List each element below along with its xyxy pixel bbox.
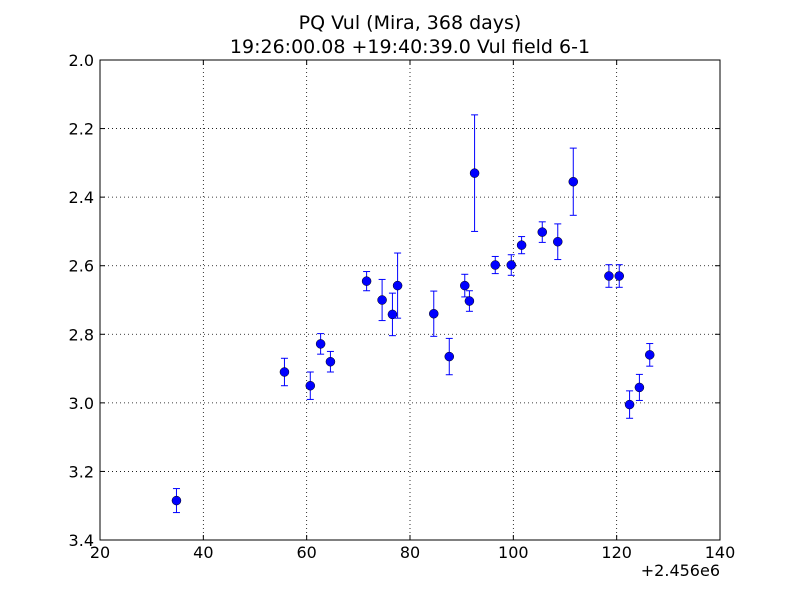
data-point bbox=[604, 271, 614, 281]
chart-title: PQ Vul (Mira, 368 days) bbox=[299, 12, 522, 34]
data-point bbox=[279, 367, 290, 377]
y-tick-label: 2.0 bbox=[69, 51, 94, 70]
grid-lines bbox=[100, 60, 720, 540]
data-point bbox=[624, 399, 635, 410]
data-point bbox=[377, 295, 387, 305]
data-point bbox=[444, 351, 455, 362]
y-tick-label: 2.8 bbox=[69, 325, 94, 344]
y-tick-label: 2.4 bbox=[69, 188, 94, 207]
x-tick-label: 120 bbox=[601, 543, 632, 562]
y-tick-label: 3.0 bbox=[69, 394, 94, 413]
data-point bbox=[315, 339, 326, 349]
y-tick-label: 3.4 bbox=[69, 531, 94, 550]
x-tick-label: 80 bbox=[400, 543, 420, 562]
data-point bbox=[537, 227, 548, 237]
data-point bbox=[305, 380, 316, 391]
data-point bbox=[614, 271, 624, 281]
data-point bbox=[464, 296, 475, 306]
chart-subtitle: 19:26:00.08 +19:40:39.0 Vul field 6-1 bbox=[230, 36, 590, 58]
data-point bbox=[460, 280, 470, 291]
data-point bbox=[361, 276, 372, 286]
x-tick-label: 60 bbox=[296, 543, 316, 562]
data-point bbox=[553, 236, 563, 247]
data-point bbox=[171, 495, 182, 506]
y-tick-label: 3.2 bbox=[69, 462, 94, 481]
data-point bbox=[469, 168, 480, 178]
data-point bbox=[506, 260, 517, 270]
data-points bbox=[171, 114, 655, 514]
x-tick-label: 140 bbox=[705, 543, 736, 562]
data-point bbox=[429, 308, 439, 319]
data-point bbox=[568, 176, 579, 187]
data-point bbox=[325, 356, 336, 367]
x-tick-label: 40 bbox=[193, 543, 213, 562]
x-tick-label: 100 bbox=[498, 543, 529, 562]
data-point bbox=[490, 260, 500, 270]
data-point bbox=[516, 240, 527, 250]
x-tick-label: 20 bbox=[90, 543, 110, 562]
x-axis-offset-label: +2.456e6 bbox=[641, 561, 720, 580]
axis-ticks: 20 40 60 80 100 120 140 2.0 2.2 2.4 2.6 2.8 3.0 3.2 3.… bbox=[69, 51, 736, 562]
data-point bbox=[644, 350, 655, 360]
data-point bbox=[634, 382, 645, 393]
data-point bbox=[392, 280, 403, 291]
y-tick-label: 2.6 bbox=[69, 257, 94, 276]
data-point bbox=[387, 309, 398, 320]
y-tick-label: 2.2 bbox=[69, 120, 94, 139]
